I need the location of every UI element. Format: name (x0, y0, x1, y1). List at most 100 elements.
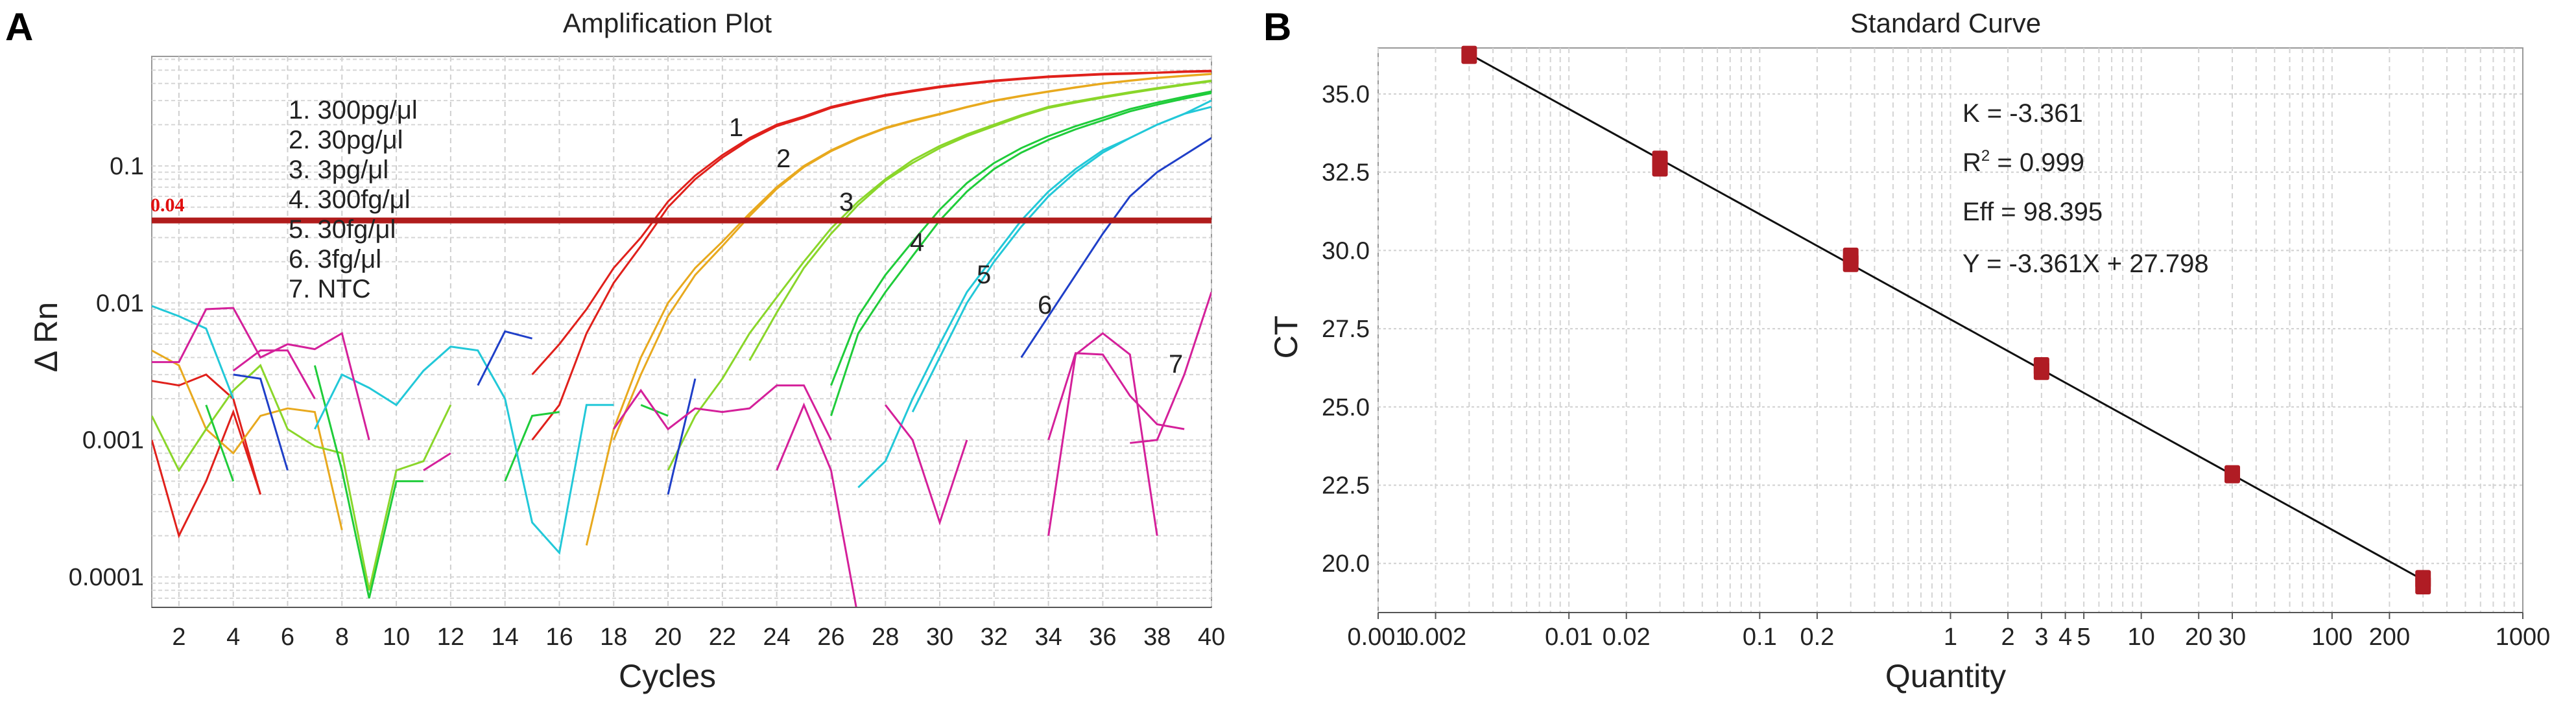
x-tick-label: 4 (2058, 624, 2072, 651)
amplification-curve-4a (504, 411, 560, 482)
data-point (2415, 570, 2431, 589)
amplification-curve-4a (830, 90, 1211, 386)
x-tick-label: 30 (2219, 624, 2246, 651)
x-tick-label: 8 (335, 624, 349, 651)
legend-item: 7. NTC (289, 275, 371, 303)
amplification-curve-2b (612, 73, 1211, 441)
amplification-curve-6 (667, 378, 697, 495)
curve-label-6: 6 (1038, 291, 1052, 320)
y-tick-label: 32.5 (1322, 159, 1370, 187)
legend-item: 1. 300pg/μl (289, 96, 418, 124)
x-tick-label: 1000 (2496, 624, 2551, 651)
legend-item: 4. 300fg/μl (289, 185, 411, 214)
x-tick-label: 10 (2128, 624, 2155, 651)
x-tick-label: 0.002 (1405, 624, 1466, 651)
x-tick-label: 200 (2369, 624, 2410, 651)
x-axis-label-b: Quantity (1885, 658, 2006, 694)
x-tick-label: 38 (1143, 624, 1171, 651)
curve-label-7: 7 (1169, 350, 1183, 379)
y-tick-label: 20.0 (1322, 550, 1370, 578)
amplification-curve-7a (423, 452, 451, 471)
x-tick-label: 0.2 (1800, 624, 1834, 651)
y-axis-label-a: Δ Rn (28, 302, 64, 372)
x-tick-label: 2 (2001, 624, 2014, 651)
x-tick-label: 18 (600, 624, 627, 651)
panel-label-b: B (1263, 5, 1291, 49)
amplification-curve-4a (205, 404, 235, 482)
amplification-curve-6 (233, 373, 289, 471)
x-tick-label: 5 (2077, 624, 2091, 651)
fit-annotations: K = -3.361 R2 = 0.999 Eff = 98.395 Y = -… (1962, 99, 2209, 278)
threshold-label: 0.04 (150, 194, 185, 216)
r2-superscript: 2 (1981, 147, 1990, 165)
fit-line (1468, 53, 2424, 581)
y-tick-label: 0.1 (110, 153, 144, 180)
x-ticks-a: 2 4 6 8 10 12 14 16 18 20 22 24 26 28 30 32 34 36 38 40 (172, 624, 1225, 651)
x-tick-label: 36 (1089, 624, 1116, 651)
x-tick-label: 12 (437, 624, 464, 651)
amplification-curve-6 (477, 330, 532, 386)
x-tick-label: 0.001 (1347, 624, 1409, 651)
r-squared-annotation: R2 = 0.999 (1962, 147, 2084, 177)
standard-curve-fit-line (1468, 53, 2424, 581)
amplification-curve-7a (152, 307, 370, 441)
x-tick-label: 26 (817, 624, 844, 651)
y-axis-label-b: CT (1268, 316, 1304, 359)
x-tick-label: 100 (2311, 624, 2352, 651)
data-point (2224, 465, 2241, 484)
x-tick-label: 40 (1198, 624, 1225, 651)
x-tick-label: 2 (172, 624, 185, 651)
y-tick-label: 22.5 (1322, 472, 1370, 499)
amplification-curve-5a (314, 345, 614, 556)
x-tick-label: 34 (1034, 624, 1062, 651)
x-tick-label: 30 (926, 624, 953, 651)
y-tick-label: 30.0 (1322, 237, 1370, 264)
amplification-curve-7a (885, 404, 968, 526)
amplification-curves (152, 69, 1211, 607)
x-tick-label: 16 (545, 624, 573, 651)
amplification-curve-6 (1020, 137, 1211, 358)
x-tick-label: 1 (1944, 624, 1957, 651)
amplification-curve-5a (152, 305, 235, 399)
amplification-curve-3a (152, 364, 452, 591)
data-point (1843, 248, 1859, 266)
amplification-curve-1a (152, 373, 262, 495)
amplification-curve-7c (1130, 292, 1211, 444)
legend-item: 5. 30fg/μl (289, 215, 396, 244)
y-tick-label: 0.01 (96, 290, 144, 317)
standard-curve-title: Standard Curve (1850, 8, 2041, 38)
x-tick-label: 24 (763, 624, 791, 651)
data-point (1461, 45, 1477, 64)
x-tick-label: 28 (872, 624, 899, 651)
y-ticks-a: 0.1 0.01 0.001 0.0001 (69, 153, 144, 591)
amplification-curve-7a (613, 384, 832, 441)
x-axis-label-a: Cycles (619, 658, 716, 694)
x-tick-label: 3 (2034, 624, 2048, 651)
x-tick-label: 10 (383, 624, 410, 651)
amplification-curve-4b (830, 92, 1211, 416)
equation-annotation: Y = -3.361X + 27.798 (1962, 250, 2209, 278)
data-point (1652, 150, 1668, 169)
curve-label-5: 5 (977, 261, 991, 289)
r2-prefix: R (1962, 148, 1981, 177)
r2-value: = 0.999 (1990, 148, 2084, 177)
curve-label-4: 4 (910, 228, 924, 257)
amplification-curve-3b (748, 80, 1211, 361)
x-tick-label: 22 (709, 624, 736, 651)
y-tick-label: 27.5 (1322, 316, 1370, 343)
legend-item: 3. 3pg/μl (289, 156, 388, 184)
legend-a: 1. 300pg/μl 2. 30pg/μl 3. 3pg/μl 4. 300f… (289, 96, 418, 303)
amplification-curve-1b (531, 70, 1211, 441)
x-tick-label: 32 (981, 624, 1008, 651)
y-tick-label: 25.0 (1322, 394, 1370, 421)
data-points (1461, 45, 2431, 594)
curve-labels: 1 2 3 4 5 6 7 (729, 113, 1183, 379)
x-tick-label: 0.01 (1545, 624, 1593, 651)
plot-area-a (151, 56, 1212, 608)
y-tick-label: 0.001 (82, 427, 144, 454)
amplification-curve-4a (313, 365, 423, 599)
x-tick-label: 0.02 (1603, 624, 1651, 651)
